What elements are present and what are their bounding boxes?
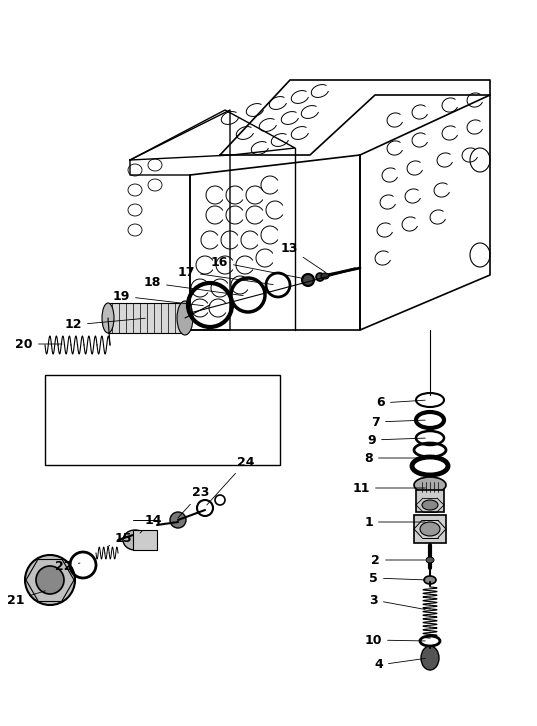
Text: 2: 2	[371, 553, 425, 566]
Polygon shape	[130, 110, 230, 330]
Bar	[414, 515, 446, 543]
Text: 13: 13	[281, 242, 326, 272]
Ellipse shape	[421, 646, 439, 670]
Text: 20: 20	[16, 338, 62, 351]
Polygon shape	[190, 155, 360, 330]
Ellipse shape	[316, 273, 324, 281]
Ellipse shape	[36, 566, 64, 594]
Bar	[45, 375, 280, 465]
Text: 18: 18	[143, 277, 243, 295]
Ellipse shape	[302, 274, 314, 286]
Text: 24: 24	[207, 455, 255, 505]
Text: 16: 16	[211, 256, 303, 279]
Bar	[133, 530, 157, 550]
Ellipse shape	[123, 530, 147, 550]
Bar	[416, 490, 444, 512]
Ellipse shape	[424, 576, 436, 584]
Ellipse shape	[102, 303, 114, 333]
Ellipse shape	[170, 512, 186, 528]
Ellipse shape	[25, 555, 75, 605]
Text: 5: 5	[369, 571, 425, 584]
Ellipse shape	[321, 273, 329, 279]
Ellipse shape	[420, 522, 440, 536]
Text: 4: 4	[374, 658, 425, 672]
Text: 15: 15	[107, 531, 133, 547]
Text: 11: 11	[352, 481, 425, 494]
Text: 10: 10	[365, 634, 425, 646]
Text: 9: 9	[367, 433, 425, 446]
Text: 3: 3	[369, 593, 425, 610]
Polygon shape	[360, 95, 490, 330]
Text: 17: 17	[178, 266, 273, 285]
Text: 22: 22	[55, 560, 80, 574]
Polygon shape	[130, 110, 295, 160]
Ellipse shape	[177, 301, 193, 335]
Text: 12: 12	[64, 318, 145, 332]
Text: 1: 1	[364, 515, 425, 529]
Text: 8: 8	[365, 452, 425, 465]
Polygon shape	[220, 80, 490, 155]
Ellipse shape	[426, 557, 434, 563]
Text: 14: 14	[140, 513, 163, 533]
Text: 7: 7	[371, 415, 425, 428]
Text: 19: 19	[113, 290, 203, 306]
Text: 23: 23	[178, 486, 209, 518]
Ellipse shape	[422, 500, 438, 510]
Text: 6: 6	[376, 396, 425, 409]
Ellipse shape	[414, 477, 446, 493]
Text: 21: 21	[6, 591, 45, 606]
Bar	[108, 303, 185, 333]
